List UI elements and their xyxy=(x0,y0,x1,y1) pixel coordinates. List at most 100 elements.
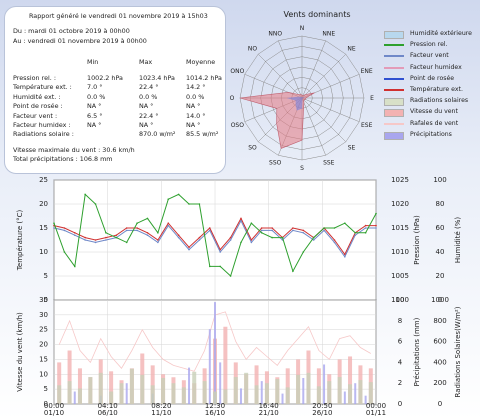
series-bar xyxy=(260,381,263,404)
series-point xyxy=(188,248,190,251)
y-axis-label: Vitesse du vent (km/h) xyxy=(16,312,24,392)
y2-tick-label: 1000 xyxy=(391,296,409,304)
radar-spoke xyxy=(301,53,347,99)
series-bar xyxy=(281,393,284,404)
series-bar xyxy=(98,372,103,404)
series-bar xyxy=(219,362,222,404)
series-point xyxy=(167,198,170,200)
legend-label: Point de rosée xyxy=(410,74,455,82)
radar-direction-label: E xyxy=(370,95,374,102)
y3-tick-label: 400 xyxy=(433,358,446,366)
series-bar xyxy=(316,386,321,404)
x-time-label: 00:00 xyxy=(366,402,386,410)
legend-item: Précipitations xyxy=(384,131,476,140)
column-min: Min xyxy=(87,58,99,66)
radar-direction-label: OSO xyxy=(231,122,245,129)
y2-tick-label: 2 xyxy=(398,379,402,387)
series-point xyxy=(302,229,305,232)
radar-direction-label: ONO xyxy=(230,68,244,75)
stat-max: 0.0 % xyxy=(139,92,158,101)
series-bar xyxy=(368,382,373,404)
series-point xyxy=(302,232,305,234)
series-point xyxy=(219,248,221,251)
y-tick-label: 15 xyxy=(39,355,48,363)
series-point xyxy=(260,227,263,229)
stat-max: NA ° xyxy=(139,121,154,129)
series-point xyxy=(209,229,211,232)
y-tick-label: 25 xyxy=(39,176,48,184)
series-point xyxy=(115,234,118,236)
series-point xyxy=(94,203,97,205)
y2-tick-label: 4 xyxy=(398,358,403,366)
radar-spoke xyxy=(301,40,326,99)
series-point xyxy=(209,227,211,229)
series-point xyxy=(136,227,138,229)
y2-tick-label: 1025 xyxy=(391,176,409,184)
series-point xyxy=(73,234,76,236)
y2-tick-label: 6 xyxy=(398,338,403,346)
y-tick-label: 5 xyxy=(44,272,48,280)
series-bar xyxy=(323,364,326,404)
series-point xyxy=(53,227,55,229)
series-line xyxy=(53,193,377,277)
stat-min: NA ° xyxy=(87,121,102,129)
series-point xyxy=(312,236,315,239)
series-point xyxy=(271,229,273,232)
series-point xyxy=(188,246,190,248)
series-bar xyxy=(302,378,305,404)
series-bar xyxy=(208,329,211,404)
stat-label: Facteur vent : xyxy=(13,111,58,120)
series-bar xyxy=(109,371,114,404)
stat-mean: 0.0 % xyxy=(186,92,205,101)
series-bar xyxy=(192,371,197,404)
series-bar xyxy=(109,391,114,404)
series-point xyxy=(292,227,294,229)
series-point xyxy=(167,222,170,224)
series-point xyxy=(63,229,66,232)
series-bar xyxy=(285,368,290,404)
x-tick-label: 06/10 xyxy=(98,409,118,417)
legend-label: Facteur vent xyxy=(410,52,449,60)
radar-direction-label: NO xyxy=(248,46,257,53)
radar-direction-label: S xyxy=(300,165,304,172)
series-bar xyxy=(296,374,301,404)
series-bar xyxy=(239,388,242,404)
y3-axis-label: Humidité (%) xyxy=(454,217,462,264)
series-point xyxy=(281,236,284,239)
stat-mean: 85.5 w/m² xyxy=(186,130,219,139)
stat-label: Facteur humidex : xyxy=(13,121,71,129)
legend-swatch xyxy=(384,131,404,140)
series-point xyxy=(84,236,86,239)
series-point xyxy=(94,239,97,241)
x-tick-label: 11/10 xyxy=(151,409,171,417)
radar-inner-area xyxy=(286,96,306,111)
series-bar xyxy=(88,376,93,404)
y-tick-label: 0 xyxy=(44,296,48,304)
legend-label: Humidité extérieure xyxy=(410,30,472,37)
series-point xyxy=(198,203,201,205)
legend-item: Facteur humidex xyxy=(384,64,476,72)
x-tick-label: 01/11 xyxy=(366,409,386,417)
y-tick-label: 30 xyxy=(39,311,48,319)
stat-mean: 14.2 ° xyxy=(186,83,206,92)
column-mean: Moyenne xyxy=(186,58,216,66)
legend-label: Facteur humidex xyxy=(410,63,462,71)
series-point xyxy=(271,236,273,239)
y3-axis-label: Radiations Solaires(W/m²) xyxy=(454,306,462,397)
series-point xyxy=(260,229,263,232)
series-point xyxy=(63,251,66,253)
y2-tick-label: 1005 xyxy=(391,272,409,280)
series-point xyxy=(157,232,159,234)
series-bar xyxy=(213,391,217,404)
radar-spoke xyxy=(301,97,360,122)
series-bar xyxy=(188,367,191,404)
series-bar xyxy=(354,383,357,404)
series-point xyxy=(354,234,357,236)
legend-label: Température ext. xyxy=(410,86,463,93)
y3-tick-label: 100 xyxy=(433,176,446,184)
y3-tick-label: 600 xyxy=(433,338,446,346)
y3-tick-label: 40 xyxy=(436,248,445,256)
x-time-label: 00:00 xyxy=(44,402,64,410)
series-bar xyxy=(306,372,311,404)
